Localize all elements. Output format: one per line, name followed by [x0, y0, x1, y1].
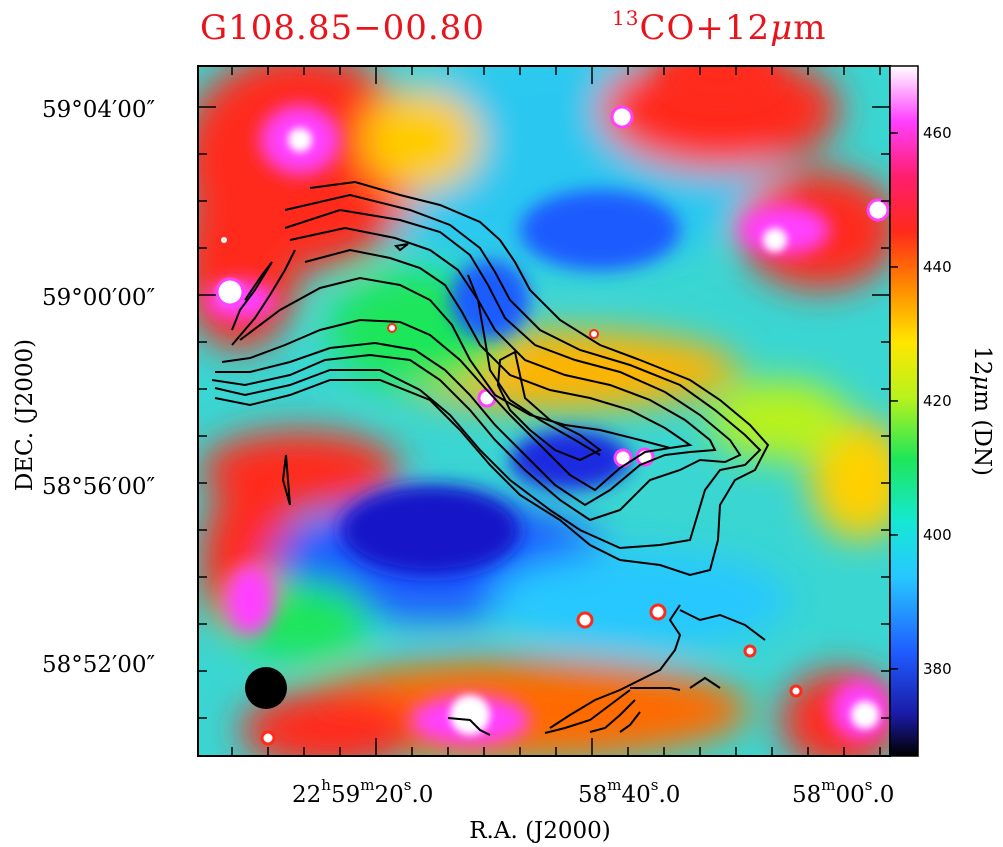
- y-tick-label: 59°04′00″: [42, 97, 156, 123]
- colorbar-title: 12μm (DN): [969, 346, 995, 476]
- colorbar-title-rest: m (DN): [969, 390, 995, 476]
- colorbar-tick-label: 420: [923, 392, 952, 410]
- tracer-title: 13CO+12μm: [612, 6, 827, 48]
- x-tick-seconds-sup: s: [404, 776, 412, 794]
- contour-south-4: [589, 699, 636, 733]
- x-tick-seconds-sup: s: [865, 776, 873, 794]
- colorbar-tick-label: 400: [923, 526, 952, 544]
- x-tick-label: 22h59m20s.0: [292, 776, 433, 808]
- colorbar: 380 400 420 440 460 12μm (DN): [889, 65, 995, 757]
- x-tick-fraction: .0: [411, 782, 433, 808]
- x-tick-seconds: 40: [622, 782, 651, 808]
- x-tick-minutes-sup: m: [607, 776, 621, 794]
- y-axis-labels: 59°04′00″ 59°00′00″ 58°56′00″ 58°52′00″: [42, 97, 156, 678]
- contour-south-2: [679, 609, 766, 641]
- colorbar-frame: [889, 65, 919, 757]
- tracer-isotope-superscript: 13: [612, 6, 640, 30]
- colorbar-ticks: 380 400 420 440 460: [890, 124, 952, 678]
- contour-level-4: [215, 226, 717, 507]
- contour-south-7: [689, 676, 721, 689]
- y-axis-title: DEC. (J2000): [12, 339, 38, 491]
- x-tick-hours: 22: [292, 782, 321, 808]
- x-tick-fraction: .0: [873, 782, 895, 808]
- contour-south-3: [544, 689, 631, 734]
- x-axis-title: R.A. (J2000): [469, 818, 611, 844]
- x-axis-labels: 22h59m20s.0 58m40s.0 58m00s.0: [292, 776, 894, 808]
- x-tick-minutes: 59: [331, 782, 360, 808]
- contour-level-5: [221, 248, 693, 492]
- contour-inner-core: [496, 350, 602, 462]
- heatmap-image: [198, 66, 890, 756]
- x-tick-hours-sup: h: [321, 776, 331, 794]
- contour-small-north: [393, 243, 409, 252]
- x-tick-seconds-sup: s: [651, 776, 659, 794]
- x-tick-fraction: .0: [659, 782, 681, 808]
- contour-level-6: [239, 276, 671, 449]
- x-tick-minutes-sup: m: [360, 776, 374, 794]
- colorbar-tick-label: 440: [923, 258, 952, 276]
- contour-small-west: [281, 454, 291, 506]
- y-tick-label: 59°00′00″: [42, 285, 156, 311]
- source-name-title: G108.85−00.80: [200, 8, 485, 48]
- contour-level-3: [211, 208, 742, 522]
- x-tick-seconds: 00: [836, 782, 865, 808]
- colorbar-tick-label: 380: [923, 660, 952, 678]
- contour-level-1: [214, 180, 770, 577]
- x-tick-minutes-sup: m: [821, 776, 835, 794]
- tracer-main-label: CO+12: [639, 8, 771, 48]
- contour-level-8: [467, 274, 601, 456]
- axis-ticks: [198, 66, 890, 756]
- contour-south-5: [619, 711, 641, 733]
- contour-level-2: [214, 193, 762, 550]
- y-tick-label: 58°52′00″: [42, 652, 156, 678]
- x-tick-seconds: 20: [374, 782, 403, 808]
- x-tick-label: 58m40s.0: [578, 776, 680, 808]
- contour-south-6: [630, 687, 681, 691]
- colorbar-gradient: [890, 66, 918, 756]
- colorbar-tick-label: 460: [923, 124, 952, 142]
- beam-marker: [245, 667, 287, 709]
- y-tick-label: 58°56′00″: [42, 474, 156, 500]
- x-tick-minutes: 58: [578, 782, 607, 808]
- colorbar-title-main: 12: [969, 346, 995, 375]
- co-contours: [211, 180, 770, 736]
- tracer-mu-label: μ: [770, 8, 794, 48]
- contour-south-1: [549, 604, 682, 729]
- contour-west-arc: [231, 261, 273, 331]
- x-tick-label: 58m00s.0: [792, 776, 894, 808]
- colorbar-title-mu: μ: [969, 375, 995, 390]
- x-tick-minutes: 58: [792, 782, 821, 808]
- contour-south-8: [447, 717, 491, 736]
- point-sources: [215, 105, 890, 746]
- contour-level-7: [231, 249, 296, 346]
- tracer-unit-label: m: [793, 8, 827, 48]
